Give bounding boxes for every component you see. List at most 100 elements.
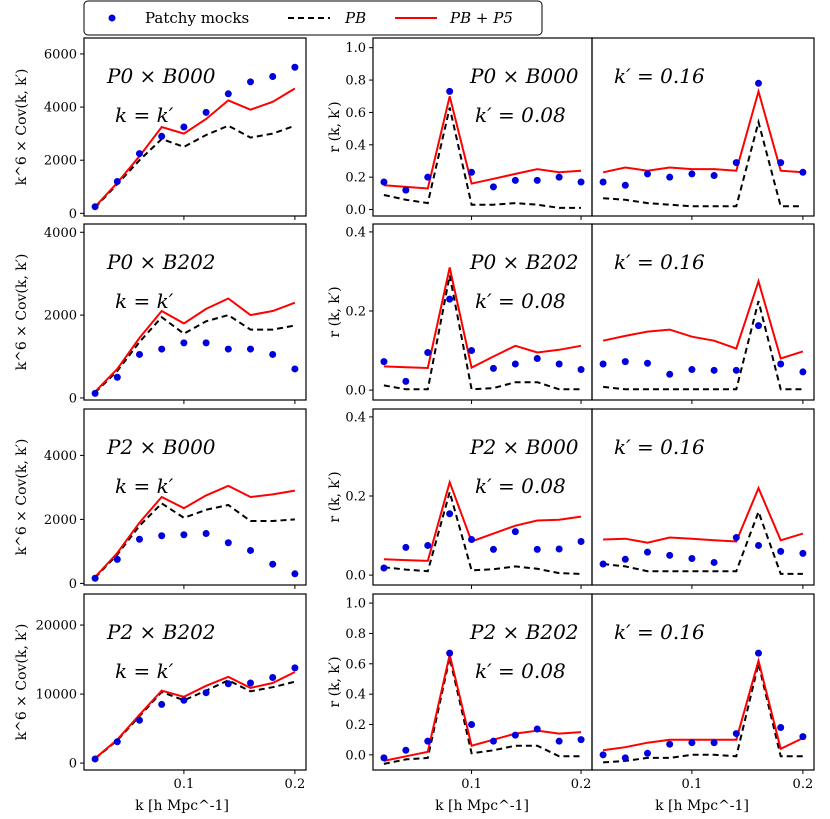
- data-point-patchy: [402, 746, 410, 754]
- data-point-patchy: [688, 555, 696, 563]
- panel-frame: [591, 408, 815, 586]
- series-line-pb-p5: [383, 267, 582, 370]
- series-line-pb: [603, 663, 803, 764]
- data-point-patchy: [777, 159, 785, 167]
- series-line-pb: [383, 275, 581, 391]
- series-line-pb: [602, 508, 803, 575]
- data-point-patchy: [710, 739, 718, 747]
- data-point-patchy: [91, 389, 99, 397]
- annotation-title: P2 × B000: [469, 435, 579, 459]
- data-point-patchy: [777, 724, 785, 732]
- y-tick-label: 0: [69, 207, 77, 222]
- data-point-patchy: [424, 173, 432, 181]
- data-point-patchy: [224, 680, 232, 688]
- data-point-patchy: [710, 558, 718, 566]
- annotation-subtitle: k′ = 0.08: [475, 659, 566, 683]
- data-point-patchy: [577, 736, 585, 744]
- y-tick-label: 1.0: [345, 597, 366, 612]
- plot-area: [380, 649, 585, 765]
- data-point-patchy: [799, 733, 807, 741]
- data-point-patchy: [291, 63, 299, 71]
- y-tick-label: 0.0: [345, 384, 366, 399]
- x-axis-label-col0: k [h Mpc^-1]: [135, 798, 229, 814]
- data-point-patchy: [533, 354, 541, 362]
- annotation-title: P2 × B000: [106, 435, 216, 459]
- data-point-patchy: [424, 541, 432, 549]
- y-tick-label: 4000: [44, 449, 77, 464]
- annotation-title: P0 × B000: [469, 64, 579, 88]
- data-point-patchy: [599, 360, 607, 368]
- data-point-patchy: [511, 731, 519, 739]
- data-point-patchy: [644, 170, 651, 178]
- data-point-patchy: [555, 173, 563, 181]
- panel-p0b202-r-008: 0.0 0.2 0.4 r (k, k′) P0 × B202 k′ = 0.08: [327, 223, 593, 404]
- panel-p0b202-r-016: k′ = 0.16: [591, 223, 815, 404]
- y-tick-label: 2000: [44, 513, 77, 528]
- data-point-patchy: [224, 90, 232, 98]
- data-point-patchy: [732, 159, 740, 167]
- data-point-patchy: [291, 570, 299, 578]
- data-point-patchy: [247, 679, 254, 687]
- data-point-patchy: [180, 696, 188, 704]
- data-point-patchy: [599, 751, 607, 759]
- y-tick-label: 0.0: [345, 569, 366, 584]
- x-tick-label: 0.2: [571, 777, 592, 792]
- data-point-patchy: [136, 716, 143, 724]
- panel-p2b000-cov: 0 2000 4000 k^6 × Cov(k, k′) P2 × B000 k = k′: [14, 408, 307, 592]
- data-point-patchy: [533, 725, 541, 733]
- data-point-patchy: [732, 730, 740, 738]
- data-point-patchy: [777, 547, 785, 555]
- series-line-pb-p5: [383, 478, 582, 562]
- y-tick-label: 0.8: [345, 627, 366, 642]
- legend-label-pb-p5: PB + P5: [449, 9, 513, 27]
- data-point-patchy: [732, 366, 740, 374]
- data-point-patchy: [777, 360, 785, 368]
- y-axis-label: r (k, k′): [327, 286, 343, 337]
- annotation-subtitle: k = k′: [115, 659, 174, 683]
- series-line-pb-p5: [94, 671, 296, 760]
- data-point-patchy: [511, 528, 519, 536]
- annotation-title: P2 × B202: [469, 620, 579, 644]
- data-point-patchy: [136, 350, 143, 358]
- x-tick-label: 0.1: [461, 777, 482, 792]
- data-point-patchy: [202, 108, 210, 116]
- series-line-pb: [94, 314, 296, 394]
- data-point-patchy: [599, 178, 607, 186]
- plot-area: [599, 485, 807, 575]
- y-tick-label: 1.0: [345, 41, 366, 56]
- data-point-patchy: [224, 539, 232, 547]
- x-tick-label: 0.1: [174, 777, 195, 792]
- data-point-patchy: [577, 537, 585, 545]
- x-axis-label-col1: k [h Mpc^-1]: [435, 798, 529, 814]
- data-point-patchy: [644, 749, 651, 757]
- data-point-patchy: [424, 349, 432, 357]
- plot-area: [599, 277, 807, 391]
- data-point-patchy: [468, 536, 476, 544]
- data-point-patchy: [136, 535, 143, 543]
- panel-p0b000-r-016: k′ = 0.16: [591, 37, 815, 220]
- y-tick-label: 0.6: [345, 657, 366, 672]
- data-point-patchy: [158, 700, 166, 708]
- panel-frame: [591, 223, 815, 401]
- data-point-patchy: [710, 366, 718, 374]
- series-line-pb: [94, 124, 296, 209]
- data-point-patchy: [202, 529, 210, 537]
- plot-area: [599, 649, 807, 764]
- y-tick-label: 0.2: [345, 171, 366, 186]
- data-point-patchy: [91, 574, 99, 582]
- legend-marker-patchy: [108, 14, 116, 22]
- panel-p2b202-r-016: 0.1 0.2 k′ = 0.16: [591, 593, 815, 792]
- data-point-patchy: [446, 649, 454, 657]
- series-line-pb: [94, 502, 295, 579]
- y-tick-label: 2000: [44, 309, 77, 324]
- data-point-patchy: [424, 737, 432, 745]
- data-point-patchy: [247, 345, 254, 353]
- series-line-pb: [603, 118, 803, 208]
- annotation-title: P2 × B202: [106, 620, 216, 644]
- y-tick-label: 0.0: [345, 748, 366, 763]
- data-point-patchy: [621, 181, 629, 189]
- data-point-patchy: [202, 339, 210, 347]
- data-point-patchy: [799, 368, 807, 376]
- annotation-subtitle: k′ = 0.08: [475, 289, 566, 313]
- y-axis-label: k^6 × Cov(k, k′): [14, 439, 30, 556]
